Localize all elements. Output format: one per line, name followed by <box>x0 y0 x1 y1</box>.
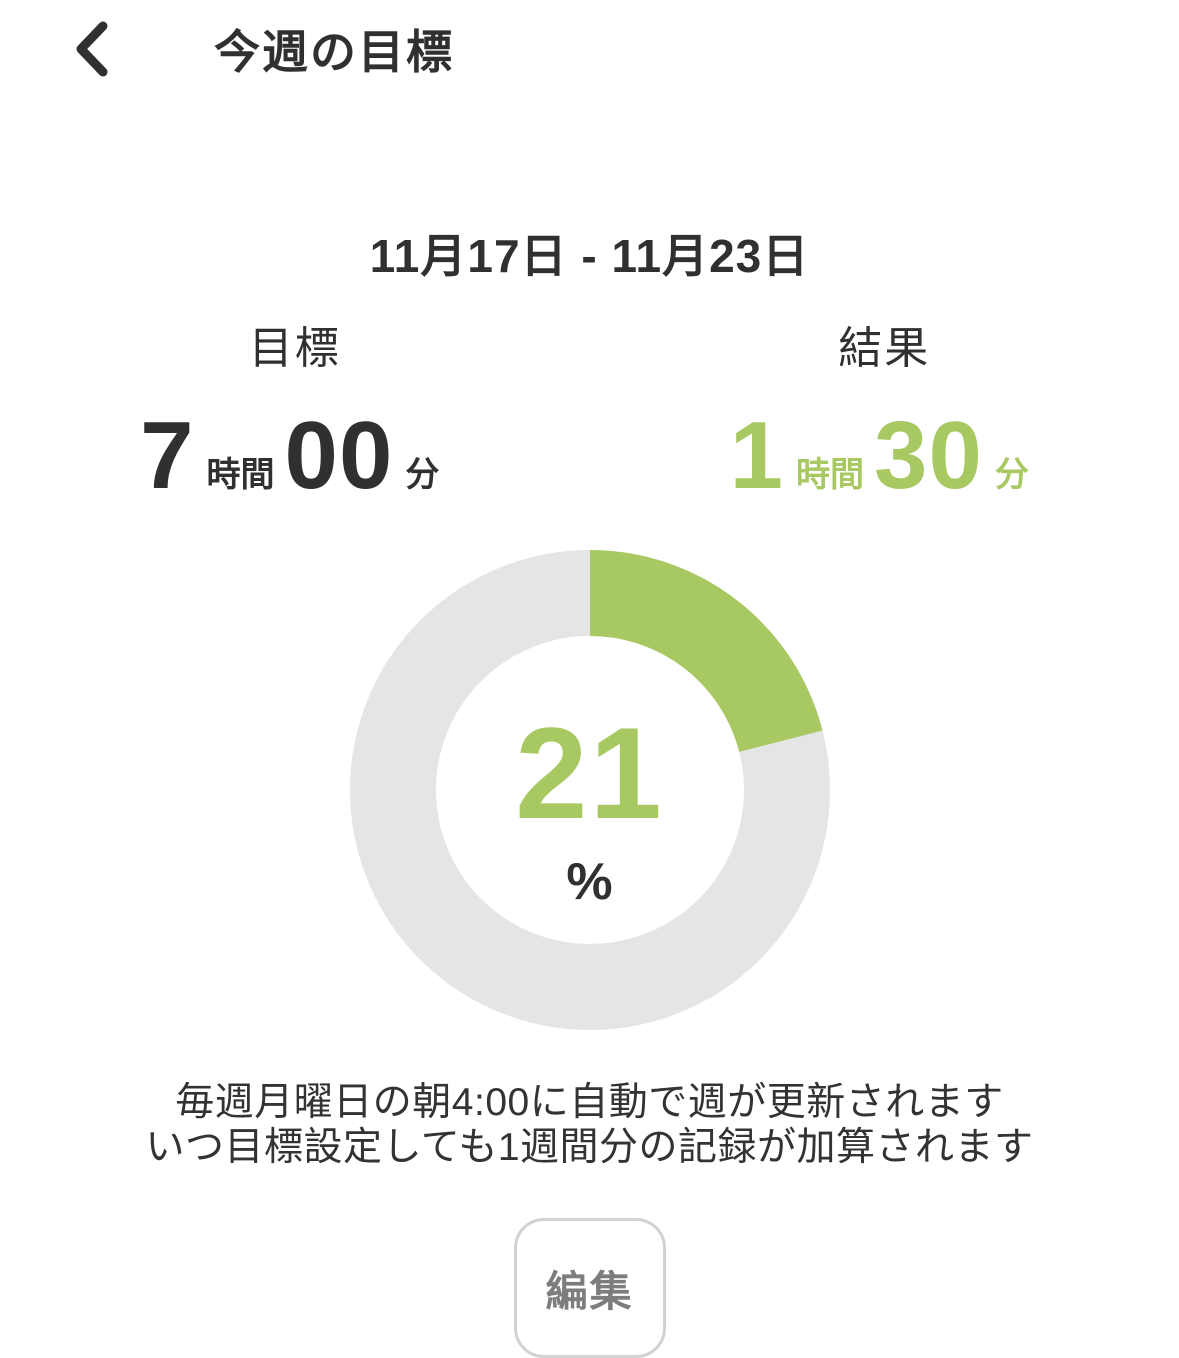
result-value: 1 時間 30 分 <box>730 394 1039 494</box>
progress-donut-chart: 21 % <box>350 550 830 1030</box>
goal-hours: 7 <box>140 419 194 494</box>
result-column: 結果 1 時間 30 分 <box>590 312 1179 494</box>
goal-minutes: 00 <box>285 419 394 494</box>
result-hours: 1 <box>730 419 784 494</box>
page-title: 今週の目標 <box>214 16 454 82</box>
result-minutes-unit: 分 <box>995 458 1029 492</box>
goal-value: 7 時間 00 分 <box>140 394 449 494</box>
note-line-2: いつ目標設定しても1週間分の記録が加算されます <box>0 1125 1179 1170</box>
week-date-range: 11月17日 - 11月23日 <box>0 220 1179 286</box>
result-label: 結果 <box>838 312 930 376</box>
stats-row: 目標 7 時間 00 分 結果 1 時間 30 分 <box>0 312 1179 494</box>
donut-svg <box>350 550 830 1030</box>
result-hours-unit: 時間 <box>796 458 864 492</box>
edit-button[interactable]: 編集 <box>514 1218 666 1358</box>
goal-column: 目標 7 時間 00 分 <box>0 312 590 494</box>
header: 今週の目標 <box>0 0 1179 78</box>
result-minutes: 30 <box>874 419 983 494</box>
goal-minutes-unit: 分 <box>405 458 439 492</box>
back-button[interactable] <box>72 21 110 77</box>
chevron-left-icon <box>74 21 108 77</box>
notes: 毎週月曜日の朝4:00に自動で週が更新されます いつ目標設定しても1週間分の記録… <box>0 1080 1179 1170</box>
goal-label: 目標 <box>249 312 341 376</box>
goal-hours-unit: 時間 <box>207 458 275 492</box>
edit-button-row: 編集 <box>0 1218 1179 1358</box>
note-line-1: 毎週月曜日の朝4:00に自動で週が更新されます <box>0 1080 1179 1125</box>
